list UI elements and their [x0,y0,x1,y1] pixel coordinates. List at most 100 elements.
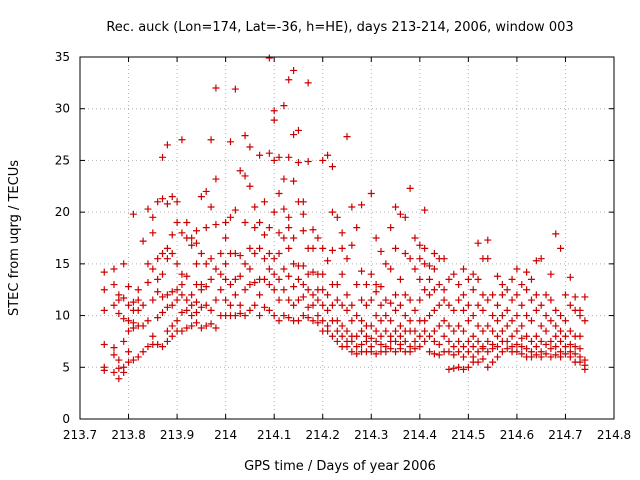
data-point [333,213,341,221]
data-point [474,358,482,366]
data-point [338,229,346,237]
data-point [392,337,400,345]
data-point [450,351,458,359]
data-point [212,175,220,183]
data-point [571,343,579,351]
data-point [430,350,438,358]
data-point [566,327,574,335]
y-tick-label: 30 [55,102,70,116]
y-tick-label: 35 [55,50,70,64]
plot-frame [79,56,615,420]
data-point [236,167,244,175]
data-point [416,275,424,283]
data-point [110,281,118,289]
data-point [212,221,220,229]
data-point [270,270,278,278]
data-point [183,296,191,304]
data-point [464,363,472,371]
data-point [178,229,186,237]
data-point [416,343,424,351]
data-point [576,353,584,361]
data-point [328,208,336,216]
data-point [304,314,312,322]
x-tick-label: 214.2 [306,428,340,442]
data-point [576,345,584,353]
data-point [324,291,332,299]
data-point [392,203,400,211]
data-point [343,255,351,263]
data-point [333,317,341,325]
data-point [387,265,395,273]
data-point [134,353,142,361]
data-point [426,262,434,270]
data-point [503,337,511,345]
data-point [304,286,312,294]
data-point [159,293,167,301]
data-point [450,306,458,314]
data-point [207,255,215,263]
data-point [387,345,395,353]
data-point [154,275,162,283]
data-point [537,255,545,263]
data-point [474,239,482,247]
data-point [508,275,516,283]
data-point [392,348,400,356]
data-point [212,84,220,92]
data-point [193,308,201,316]
data-point [333,296,341,304]
data-point [372,350,380,358]
data-point [290,283,298,291]
data-point [115,310,123,318]
data-point [547,317,555,325]
data-point [435,322,443,330]
data-point [489,341,497,349]
data-point [197,250,205,258]
data-point [343,291,351,299]
data-point [265,281,273,289]
data-point [299,312,307,320]
data-point [479,306,487,314]
data-point [581,293,589,301]
data-point [542,312,550,320]
data-point [382,327,390,335]
data-point [120,315,128,323]
data-point [110,351,118,359]
data-point [154,341,162,349]
data-point [285,244,293,252]
data-point [285,153,293,161]
data-point [387,332,395,340]
data-point [100,306,108,314]
chart-title: Rec. auck (Lon=174, Lat=-36, h=HE), days… [106,20,573,35]
data-point [440,317,448,325]
data-point [406,255,414,263]
data-point [212,296,220,304]
data-point [474,348,482,356]
data-point [416,332,424,340]
data-point [460,343,468,351]
data-point [474,301,482,309]
data-point [319,286,327,294]
data-point [581,317,589,325]
data-point [460,327,468,335]
data-point [285,224,293,232]
data-point [304,270,312,278]
data-point [134,306,142,314]
data-point [173,260,181,268]
data-point [532,306,540,314]
data-point [367,296,375,304]
data-point [372,234,380,242]
data-point [348,348,356,356]
data-point [406,317,414,325]
data-point [168,301,176,309]
data-point [231,275,239,283]
data-point [222,296,230,304]
data-point [387,317,395,325]
data-point [265,54,273,62]
data-point [328,163,336,171]
data-point [406,343,414,351]
data-point [484,348,492,356]
data-point [547,296,555,304]
data-point [197,324,205,332]
data-point [183,218,191,226]
data-point [290,260,298,268]
